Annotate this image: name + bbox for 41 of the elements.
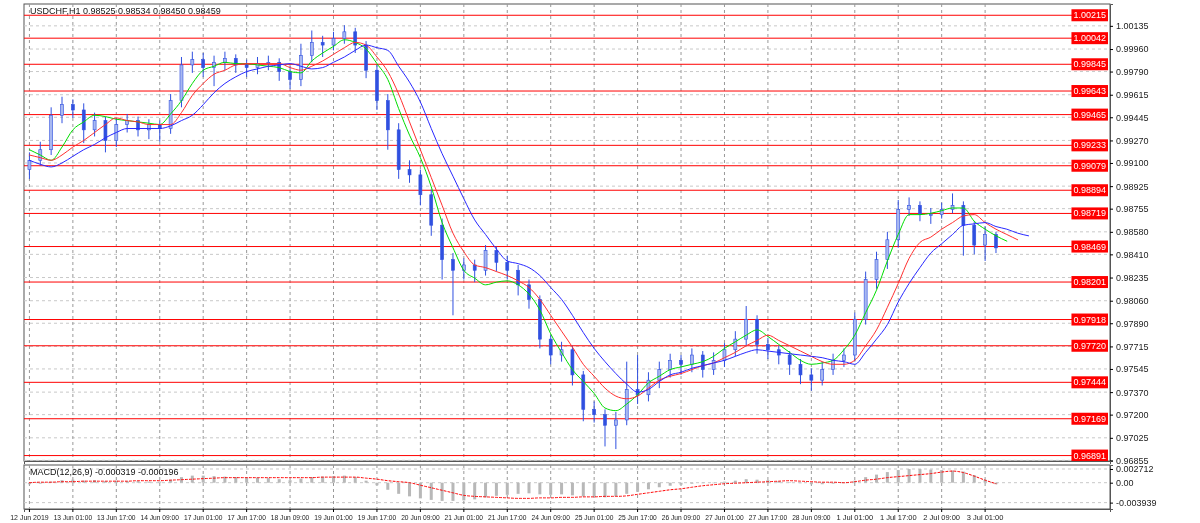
y-tick-label: 0.99615 [1116, 90, 1149, 101]
chart-title: USDCHF,H1 0.98525 0.98534 0.98450 0.98459 [30, 6, 221, 16]
y-tick-label: 0.99270 [1116, 135, 1149, 146]
y-tick-label: 0.98925 [1116, 181, 1149, 192]
ref-line-label: 0.98894 [1073, 185, 1106, 196]
y-tick-label: 0.99790 [1116, 66, 1149, 77]
y-tick-label: 0.99960 [1116, 44, 1149, 55]
y-tick-label: 0.97025 [1116, 433, 1149, 444]
ref-line-label: 1.00042 [1073, 33, 1106, 44]
chart-title: MACD(12,26,9) -0.000319 -0.000196 [30, 467, 179, 477]
y-tick-label: 0.98060 [1116, 296, 1149, 307]
y-tick-label: 0.98580 [1116, 227, 1149, 238]
y-tick-label: 0.99445 [1116, 112, 1149, 123]
ref-line-label: 0.98469 [1073, 241, 1106, 252]
y-tick-label: 0.002712 [1116, 464, 1154, 475]
ref-line-label: 1.00215 [1073, 10, 1106, 21]
ref-line-label: 0.98201 [1073, 277, 1106, 288]
y-tick-label: 0.97370 [1116, 387, 1149, 398]
ref-line-label: 0.97444 [1073, 377, 1106, 388]
y-tick-label: 0.96855 [1116, 455, 1149, 466]
y-tick-label: 0.00 [1116, 478, 1134, 489]
y-tick-label: 0.99100 [1116, 158, 1149, 169]
ref-line-label: 0.97720 [1073, 340, 1106, 351]
y-tick-label: 0.98235 [1116, 272, 1149, 283]
ref-line-label: 0.99643 [1073, 86, 1106, 97]
ref-line-label: 0.98719 [1073, 208, 1106, 219]
ref-line-label: 0.99465 [1073, 109, 1106, 120]
y-tick-label: -0.003939 [1116, 498, 1157, 508]
ref-line-label: 0.97169 [1073, 413, 1106, 424]
ref-line-label: 0.99845 [1073, 59, 1106, 70]
y-tick-label: 0.97890 [1116, 318, 1149, 329]
y-tick-label: 0.98410 [1116, 249, 1149, 260]
ref-line-label: 0.96891 [1073, 450, 1106, 461]
ref-line-label: 0.97918 [1073, 314, 1106, 325]
y-tick-label: 1.00135 [1116, 21, 1149, 32]
ref-line-label: 0.99233 [1073, 140, 1106, 151]
y-tick-label: 0.98755 [1116, 204, 1149, 215]
y-tick-label: 0.97200 [1116, 410, 1149, 421]
y-tick-label: 0.97545 [1116, 364, 1149, 375]
ref-line-label: 0.99079 [1073, 160, 1106, 171]
y-tick-label: 0.97715 [1116, 341, 1149, 352]
